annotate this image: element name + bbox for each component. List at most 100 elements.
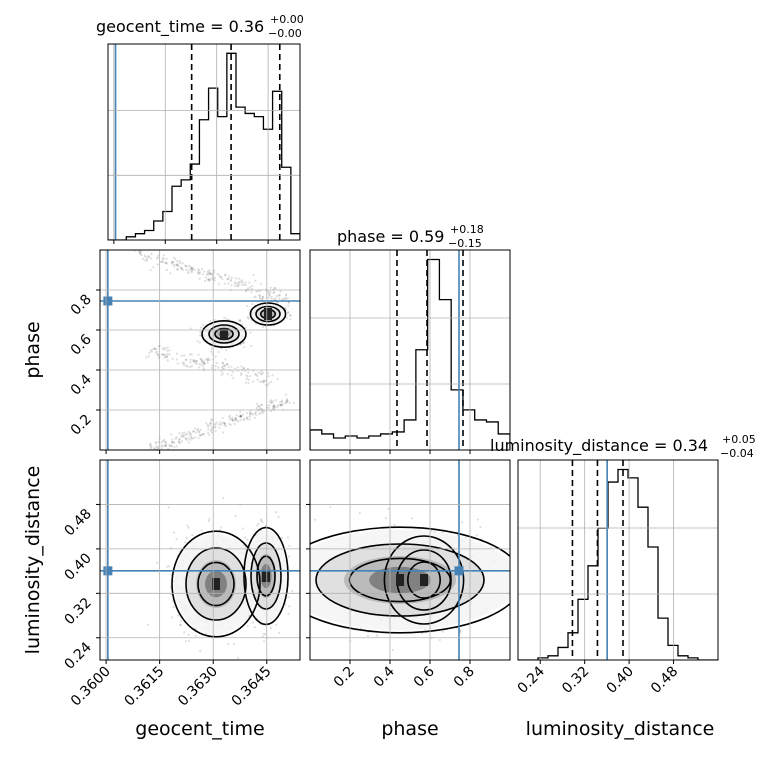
hist-phase-bin [310,430,322,450]
panel-geocent-phase-sample-point [228,275,231,278]
panel-phase-distance-sample-point [520,605,522,607]
panel-geocent-phase-sample-point [173,256,176,259]
panel-geocent-phase-sample-point [286,311,290,315]
panel-geocent-distance-ytick-label: 0.24 [61,639,94,672]
panel-phase-distance-sample-point [541,547,543,549]
panel-geocent-phase-sample-point [213,318,216,321]
panel-geocent-phase-sample-point [190,365,194,368]
panel-geocent-phase-sample-point [224,274,227,277]
panel-phase-distance-sample-point [464,536,467,539]
panel-geocent-phase-sample-point [216,272,219,275]
panel-geocent-phase-sample-point [260,403,263,406]
panel-geocent-phase-sample-point [214,425,217,428]
panel-geocent-phase-sample-point [206,359,209,362]
panel-geocent-phase-sample-point [148,351,151,354]
panel-geocent-phase-sample-point [226,277,230,280]
hist-luminosity-distance-bin [648,547,658,660]
panel-geocent-distance-sample-point [287,596,290,599]
panel-geocent-phase-sample-point [145,259,149,262]
panel-geocent-phase-sample-point [183,431,186,434]
panel-geocent-phase-sample-point [155,348,158,351]
panel-geocent-phase-sample-point [160,447,164,450]
panel-geocent-phase-sample-point [284,307,287,310]
title-phase-minus: −0.15 [448,237,482,250]
panel-geocent-phase-sample-point [187,270,190,273]
panel-geocent-phase-sample-point [171,438,174,441]
hist-geocent-time-bin [236,107,245,240]
panel-geocent-phase-sample-point [227,365,230,369]
panel-geocent-phase-sample-point [270,380,273,383]
panel-geocent-phase-sample-point [230,417,233,420]
hist-phase-bin [322,434,334,450]
panel-geocent-phase-sample-point [163,353,166,356]
hist-phase-bin [392,432,404,450]
panel-geocent-distance-sample-point [177,614,180,617]
panel-geocent-phase-sample-point [152,348,155,351]
panel-geocent-phase-sample-point [217,350,220,354]
panel-geocent-phase-sample-point [233,281,236,284]
panel-geocent-phase-sample-point [239,320,242,323]
panel-geocent-phase-sample-point [195,362,198,365]
panel-geocent-distance-xtick-label: 0.3615 [122,664,168,710]
panel-geocent-distance-sample-point [207,519,211,523]
panel-geocent-phase-sample-point [169,433,173,436]
panel-phase-distance-xtick-label: 0.2 [331,664,358,691]
panel-phase-distance-xtick-label: 0.4 [371,663,398,690]
panel-geocent-phase-sample-point [199,330,202,333]
panel-geocent-phase-sample-point [156,445,159,448]
panel-geocent-phase-sample-point [189,265,192,269]
panel-geocent-phase-sample-point [210,429,213,433]
panel-geocent-phase-sample-point [231,419,234,422]
panel-geocent-phase-sample-point [261,372,264,375]
panel-geocent-phase-sample-point [273,290,276,294]
panel-geocent-phase-sample-point [218,426,221,429]
panel-geocent-phase-sample-point [267,292,271,296]
panel-geocent-phase-sample-point [243,346,246,349]
panel-geocent-distance-sample-point [246,625,249,628]
panel-geocent-phase-sample-point [160,441,163,444]
panel-phase-distance-sample-point [366,634,370,637]
panel-geocent-phase-sample-point [208,320,212,323]
panel-geocent-phase-sample-point [135,246,137,248]
panel-geocent-phase-sample-point [190,435,193,439]
panel-geocent-distance-sample-point [234,514,237,517]
panel-geocent-phase-sample-point [260,373,263,376]
hist-geocent-time-bin [291,234,300,240]
panel-geocent-phase-sample-point [264,383,267,386]
panel-geocent-distance-truth-marker [103,566,113,576]
panel-geocent-phase-sample-point [242,283,245,287]
panel-geocent-phase-sample-point [239,418,242,421]
panel-geocent-phase-sample-point [199,358,203,361]
panel-geocent-phase-sample-point [199,357,202,361]
panel-phase-distance-sample-point [510,597,512,599]
title-luminosity-distance-plus: +0.05 [722,433,756,446]
panel-geocent-phase-sample-point [169,272,172,275]
panel-geocent-phase-sample-point [180,439,183,443]
panel-geocent-distance-sample-point [243,536,247,539]
panel-geocent-phase-sample-point [188,264,191,267]
panel-geocent-phase-sample-point [184,358,188,361]
panel-geocent-phase-ytick-label: 0.6 [68,331,95,358]
panel-geocent-phase-sample-point [224,364,227,367]
panel-geocent-phase-sample-point [192,359,195,362]
panel-geocent-phase-sample-point [256,378,259,381]
panel-phase-distance-sample-point [522,621,524,623]
panel-geocent-phase-sample-point [270,295,273,298]
panel-geocent-phase-sample-point [274,287,277,290]
panel-geocent-phase-sample-point [250,290,253,294]
panel-geocent-phase-sample-point [150,252,153,256]
panel-geocent-phase-sample-point [156,263,159,266]
panel-geocent-phase-sample-point [180,435,184,439]
panel-geocent-phase-sample-point [223,365,226,368]
panel-geocent-phase-sample-point [254,279,257,282]
panel-geocent-phase-sample-point [273,403,276,407]
panel-geocent-phase-sample-point [207,279,210,282]
panel-geocent-phase-ytick-label: 0.8 [68,292,95,319]
panel-geocent-phase-sample-point [211,426,214,429]
panel-phase-distance-sample-point [387,507,390,510]
panel-geocent-distance-sample-point [288,544,291,548]
panel-geocent-phase-sample-point [153,347,156,350]
panel-phase-distance-sample-point [461,521,464,524]
panel-geocent-distance-sample-point [262,632,265,635]
panel-geocent-phase-sample-point [223,421,226,424]
